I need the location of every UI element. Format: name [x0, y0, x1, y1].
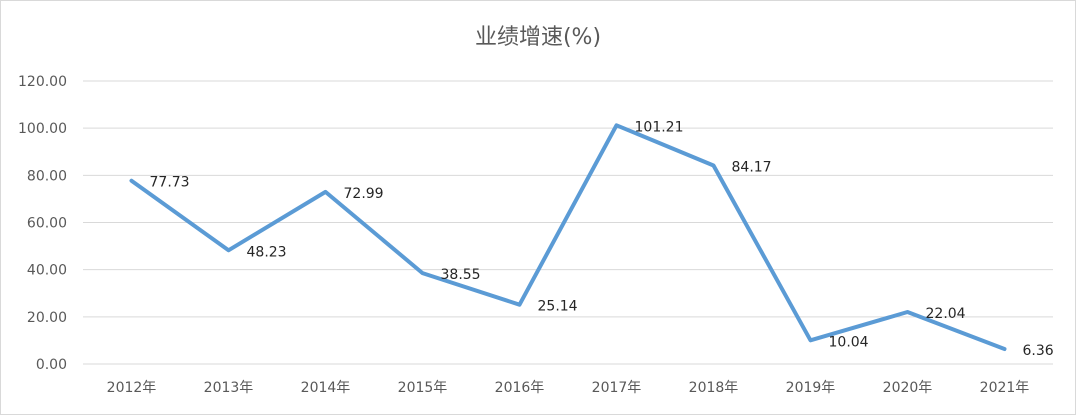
data-label: 101.21 [635, 119, 684, 135]
data-label: 6.36 [1023, 343, 1054, 359]
data-label: 22.04 [926, 306, 966, 322]
chart-title: 业绩增速(%) [475, 25, 601, 50]
x-tick-label: 2018年 [689, 380, 739, 396]
x-tick-label: 2021年 [980, 380, 1030, 396]
data-label: 84.17 [732, 159, 772, 175]
x-tick-label: 2015年 [398, 380, 448, 396]
y-tick-label: 40.00 [27, 263, 67, 279]
y-axis-ticks: 0.00 20.00 40.00 60.00 80.00 100.00 120.00 [18, 74, 67, 373]
x-tick-label: 2017年 [592, 380, 642, 396]
data-label: 10.04 [829, 334, 869, 350]
x-tick-label: 2020年 [883, 380, 933, 396]
y-tick-label: 20.00 [27, 310, 67, 326]
series-line [129, 123, 1007, 351]
x-axis-ticks: 2012年 2013年 2014年 2015年 2016年 2017年 2018年 2019年… [107, 380, 1030, 396]
x-tick-label: 2019年 [786, 380, 836, 396]
data-label: 72.99 [344, 186, 384, 202]
y-tick-label: 80.00 [27, 168, 67, 184]
data-label: 77.73 [150, 175, 190, 191]
x-tick-label: 2014年 [301, 380, 351, 396]
data-label: 25.14 [538, 299, 578, 315]
y-tick-label: 100.00 [18, 121, 67, 137]
series-layer [129, 123, 1007, 351]
x-tick-label: 2013年 [204, 380, 254, 396]
gridlines [83, 80, 1053, 365]
data-label: 48.23 [247, 244, 287, 260]
x-tick-label: 2012年 [107, 380, 157, 396]
x-tick-label: 2016年 [495, 380, 545, 396]
y-tick-label: 0.00 [36, 357, 67, 373]
y-tick-label: 120.00 [18, 74, 67, 90]
data-labels: 77.73 48.23 72.99 38.55 25.14 101.21 84.17 10.0… [150, 119, 1054, 359]
y-tick-label: 60.00 [27, 216, 67, 232]
data-label: 38.55 [441, 267, 481, 283]
